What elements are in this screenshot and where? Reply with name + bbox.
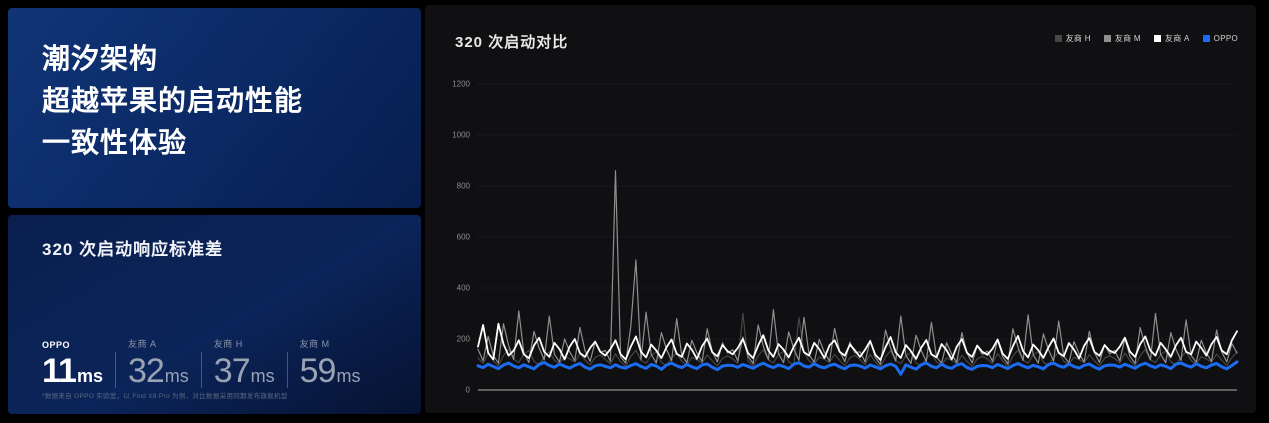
y-tick-label: 800 [456, 181, 470, 191]
legend-item-vendor-a: 友商 A [1153, 33, 1190, 44]
legend-item-vendor-h: 友商 H [1054, 33, 1091, 44]
hero-title-line-2: 超越苹果的启动性能 [42, 85, 304, 116]
legend-swatch-vendor-m [1103, 35, 1111, 42]
series-友商 H [477, 312, 1238, 368]
metric-vendor-h-label: 友商 H [213, 339, 243, 349]
metric-vendor-h: 友商 H 37ms [214, 337, 275, 388]
y-tick-label: 400 [456, 283, 470, 293]
y-tick-label: 1000 [452, 130, 470, 140]
series-友商 M [477, 170, 1238, 366]
metric-oppo-label: OPPO [42, 340, 71, 350]
legend-item-oppo: OPPO [1202, 34, 1238, 43]
y-axis-labels: 0 200 400 600 800 1000 1200 [425, 5, 470, 413]
metric-vendor-a-label: 友商 A [127, 339, 157, 349]
line-chart [476, 83, 1239, 394]
hero-title-line-1: 潮汐架构 [42, 43, 159, 74]
series-友商 A [477, 322, 1238, 361]
metric-divider [286, 352, 288, 388]
y-tick-label: 600 [456, 232, 470, 242]
legend-swatch-oppo [1202, 35, 1210, 42]
metric-vendor-a-value: 32ms [127, 352, 189, 390]
metrics-panel: 320 次启动响应标准差 OPPO 11ms 友商 A 32ms 友商 H 37… [8, 215, 421, 414]
y-tick-label: 200 [456, 334, 470, 344]
metric-vendor-a: 友商 A 32ms [128, 337, 189, 388]
hero-title: 潮汐架构 超越苹果的启动性能 一致性体验 [42, 38, 387, 164]
y-tick-label: 1200 [452, 79, 470, 89]
metric-vendor-m-value: 59ms [299, 352, 361, 390]
hero-title-line-3: 一致性体验 [42, 127, 188, 158]
metric-oppo: OPPO 11ms [42, 340, 103, 388]
chart-legend: 友商 H 友商 M 友商 A OPPO [1054, 33, 1238, 44]
metrics-title: 320 次启动响应标准差 [42, 240, 224, 259]
footnote: *数据来自 OPPO 实验室，以 Find X8 Pro 为例，对比数据采用同期… [42, 393, 288, 400]
metrics-row: OPPO 11ms 友商 A 32ms 友商 H 37ms 友商 M 59ms [42, 337, 401, 388]
metric-vendor-m-label: 友商 M [299, 339, 330, 349]
metric-vendor-m: 友商 M 59ms [300, 337, 361, 388]
chart-panel: 320 次启动对比 友商 H 友商 M 友商 A OPPO 0 200 400 600… [425, 5, 1256, 413]
y-tick-label: 0 [465, 385, 470, 395]
chart-title: 320 次启动对比 [455, 34, 569, 51]
legend-item-vendor-m: 友商 M [1103, 33, 1141, 44]
metric-oppo-value: 11ms [42, 352, 103, 390]
legend-swatch-vendor-h [1054, 35, 1062, 42]
legend-swatch-vendor-a [1153, 35, 1161, 42]
metric-divider [200, 352, 202, 388]
metric-divider [114, 352, 116, 388]
line-chart-svg [476, 83, 1239, 391]
hero-panel: 潮汐架构 超越苹果的启动性能 一致性体验 [8, 8, 421, 208]
series-OPPO [476, 360, 1239, 376]
metric-vendor-h-value: 37ms [213, 352, 275, 390]
